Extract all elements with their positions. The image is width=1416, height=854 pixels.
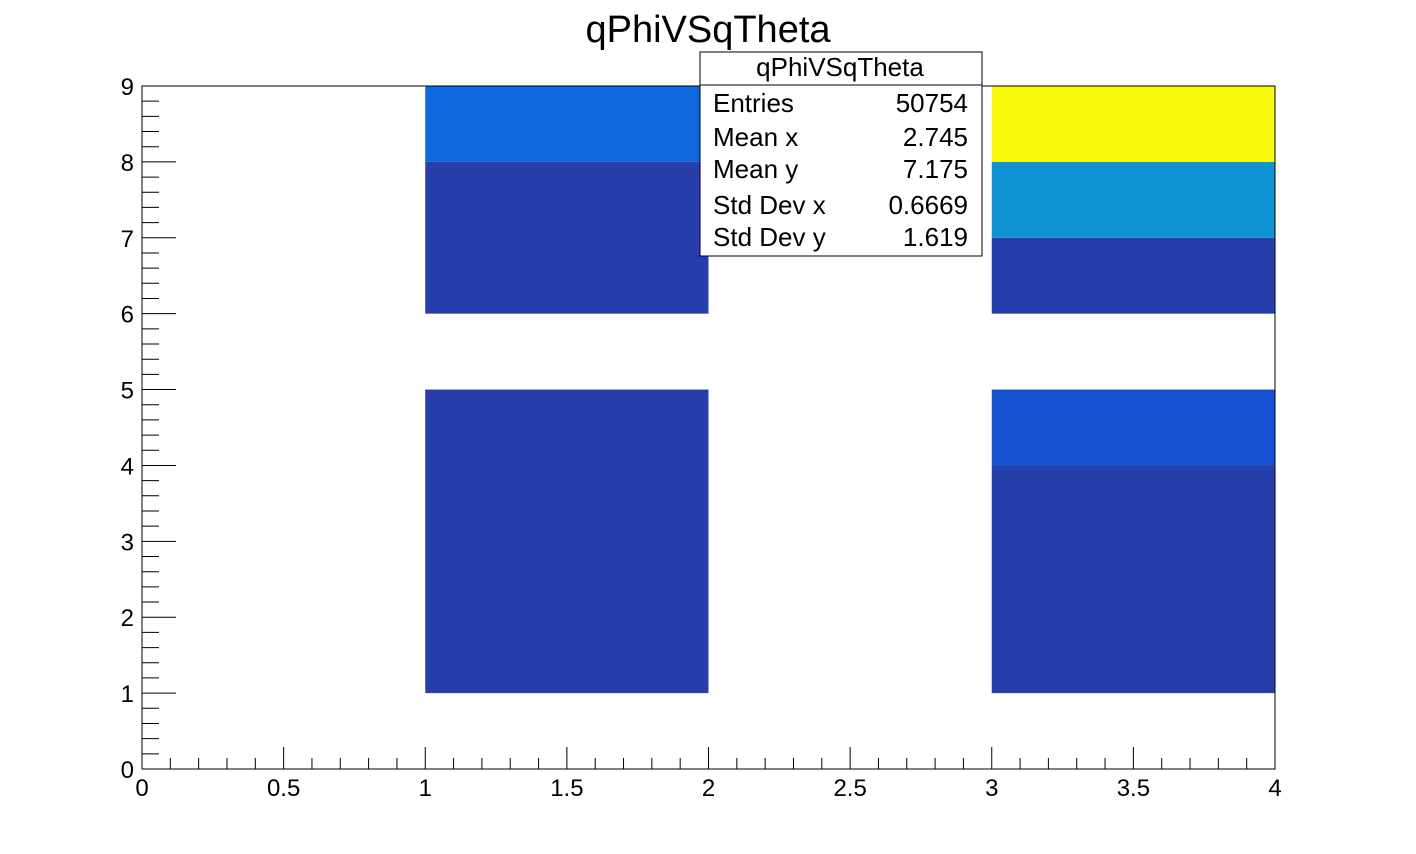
chart-title: qPhiVSqTheta bbox=[585, 9, 831, 51]
stats-value: 1.619 bbox=[903, 222, 968, 252]
x-tick-label: 3.5 bbox=[1117, 775, 1150, 802]
stats-value: 2.745 bbox=[903, 122, 968, 152]
y-tick-label: 7 bbox=[121, 226, 134, 253]
x-tick-label: 3 bbox=[985, 775, 998, 802]
stats-box-frame bbox=[699, 51, 983, 257]
heatmap-cell bbox=[991, 161, 1275, 238]
stats-box: qPhiVSqTheta Entries 50754 Mean x 2.745 Mean… bbox=[699, 51, 983, 257]
y-tick-label: 8 bbox=[121, 150, 134, 177]
stats-label: Std Dev y bbox=[713, 222, 826, 252]
x-tick-label: 4 bbox=[1268, 775, 1281, 802]
x-tick-label: 2.5 bbox=[833, 775, 866, 802]
heatmap-cell bbox=[991, 465, 1275, 694]
x-tick-label: 2 bbox=[702, 775, 715, 802]
y-tick-label: 3 bbox=[121, 529, 134, 556]
heatmap-cell bbox=[991, 237, 1275, 314]
cells-layer bbox=[425, 86, 1275, 694]
y-tick-label: 4 bbox=[121, 453, 134, 480]
x-tick-label: 0.5 bbox=[267, 775, 300, 802]
x-axis: 0 0.5 1 1.5 2 2.5 3 3.5 4 bbox=[135, 747, 1282, 802]
y-tick-label: 6 bbox=[121, 302, 134, 329]
x-tick-label: 0 bbox=[135, 775, 148, 802]
heatmap-cell bbox=[991, 389, 1275, 466]
y-tick-label: 0 bbox=[121, 757, 134, 784]
y-tick-label: 1 bbox=[121, 681, 134, 708]
stats-label: Std Dev x bbox=[713, 190, 826, 220]
stats-label: Mean x bbox=[713, 122, 798, 152]
x-tick-label: 1.5 bbox=[550, 775, 583, 802]
y-tick-label: 5 bbox=[121, 378, 134, 405]
stats-label: Mean y bbox=[713, 154, 798, 184]
stats-value: 50754 bbox=[896, 88, 968, 118]
stats-rows: Entries 50754 Mean x 2.745 Mean y 7.175 Std De… bbox=[713, 88, 968, 252]
stats-value: 0.6669 bbox=[888, 190, 968, 220]
heatmap-cell bbox=[991, 86, 1275, 162]
y-tick-label: 9 bbox=[121, 74, 134, 101]
heatmap-cell bbox=[425, 161, 709, 314]
heatmap-cell bbox=[425, 389, 709, 694]
y-axis: 0 1 2 3 4 5 6 7 8 9 bbox=[121, 74, 176, 784]
x-tick-label: 1 bbox=[419, 775, 432, 802]
stats-label: Entries bbox=[713, 88, 794, 118]
stats-box-title: qPhiVSqTheta bbox=[756, 52, 924, 82]
y-tick-label: 2 bbox=[121, 605, 134, 632]
stats-value: 7.175 bbox=[903, 154, 968, 184]
heatmap-cell bbox=[425, 86, 709, 162]
